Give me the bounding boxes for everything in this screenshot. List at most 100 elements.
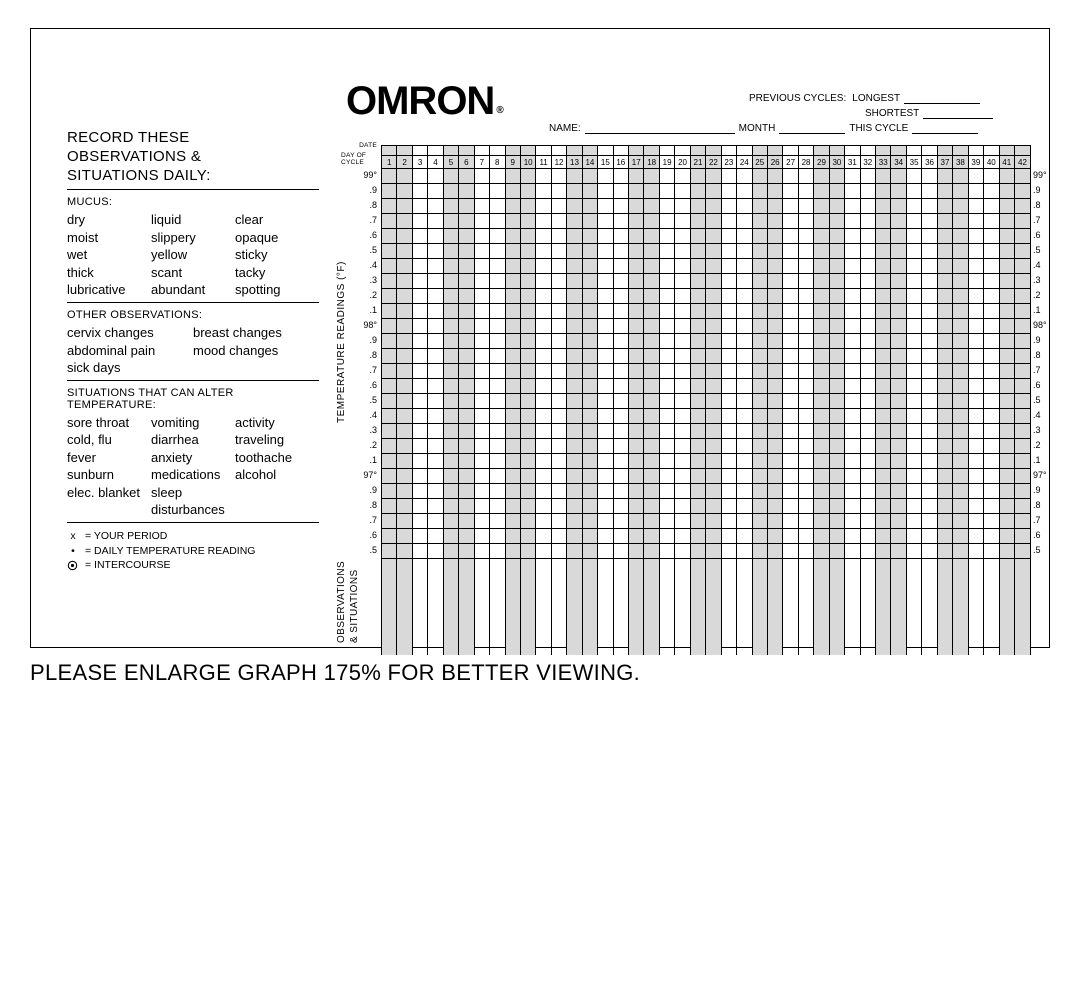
y-tick: .1 bbox=[341, 303, 377, 318]
omron-logo: OMRON® bbox=[346, 79, 501, 124]
y-tick: .7 bbox=[341, 363, 377, 378]
list-item: cold, flu bbox=[67, 431, 151, 449]
sidebar-title-3: SITUATIONS DAILY: bbox=[67, 167, 211, 184]
y-tick: .3 bbox=[341, 423, 377, 438]
list-item: sick days bbox=[67, 359, 193, 377]
y-tick: .9 bbox=[1033, 483, 1063, 498]
y-tick: .9 bbox=[341, 183, 377, 198]
list-item: slippery bbox=[151, 229, 235, 247]
list-item: vomiting bbox=[151, 414, 235, 432]
y-tick: .2 bbox=[1033, 288, 1063, 303]
list-item: abdominal pain bbox=[67, 342, 193, 360]
thiscycle-label: THIS CYCLE bbox=[849, 123, 908, 134]
y-tick: .6 bbox=[1033, 528, 1063, 543]
list-item: sore throat bbox=[67, 414, 151, 432]
list-item: liquid bbox=[151, 211, 235, 229]
sidebar-title-1: RECORD THESE bbox=[67, 129, 190, 146]
y-tick: 99° bbox=[341, 168, 377, 183]
list-item: diarrhea bbox=[151, 431, 235, 449]
y-tick: .1 bbox=[1033, 303, 1063, 318]
name-blank[interactable] bbox=[585, 122, 735, 134]
y-tick: .5 bbox=[1033, 543, 1063, 558]
y-labels-right: 99°.9.8.7.6.5.4.3.2.198°.9.8.7.6.5.4.3.2… bbox=[1033, 145, 1063, 558]
sit-title-2: TEMPERATURE: bbox=[67, 399, 156, 411]
y-tick: .5 bbox=[341, 393, 377, 408]
sit-title-1: SITUATIONS THAT CAN ALTER bbox=[67, 387, 234, 399]
registered-mark: ® bbox=[496, 105, 502, 116]
y-tick: .9 bbox=[1033, 183, 1063, 198]
list-item: breast changes bbox=[193, 324, 319, 342]
month-label: MONTH bbox=[739, 123, 776, 134]
y-tick: .4 bbox=[341, 408, 377, 423]
legend-sym-x: x bbox=[67, 529, 79, 544]
y-tick: .6 bbox=[341, 378, 377, 393]
y-tick: .3 bbox=[1033, 423, 1063, 438]
y-tick: .5 bbox=[1033, 393, 1063, 408]
previous-cycles-label: PREVIOUS CYCLES: bbox=[749, 93, 846, 104]
y-tick: 97° bbox=[341, 468, 377, 483]
list-item: spotting bbox=[235, 281, 319, 299]
y-tick: 98° bbox=[341, 318, 377, 333]
longest-blank[interactable] bbox=[904, 92, 980, 104]
legend-dot-label: = DAILY TEMPERATURE READING bbox=[85, 544, 255, 559]
thiscycle-blank[interactable] bbox=[912, 122, 978, 134]
longest-label: LONGEST bbox=[852, 93, 900, 104]
list-item: sticky bbox=[235, 246, 319, 264]
other-title: OTHER OBSERVATIONS: bbox=[67, 309, 319, 321]
y-tick: .2 bbox=[341, 288, 377, 303]
y-tick: .9 bbox=[1033, 333, 1063, 348]
shortest-blank[interactable] bbox=[923, 107, 993, 119]
shortest-label: SHORTEST bbox=[865, 108, 919, 119]
month-blank[interactable] bbox=[779, 122, 845, 134]
y-tick: 99° bbox=[1033, 168, 1063, 183]
logo-text: OMRON bbox=[346, 79, 494, 123]
list-item: abundant bbox=[151, 281, 235, 299]
y-tick: .7 bbox=[341, 213, 377, 228]
y-tick: .9 bbox=[341, 483, 377, 498]
list-item bbox=[193, 359, 319, 377]
y-tick: .6 bbox=[341, 528, 377, 543]
y-tick: .5 bbox=[341, 543, 377, 558]
list-item: yellow bbox=[151, 246, 235, 264]
sidebar-title-2: OBSERVATIONS & bbox=[67, 148, 201, 165]
list-item: lubricative bbox=[67, 281, 151, 299]
legend-x-label: = YOUR PERIOD bbox=[85, 529, 167, 544]
list-item: alcohol bbox=[235, 466, 319, 484]
header-fields: PREVIOUS CYCLES: LONGEST SHORTEST NAME: … bbox=[549, 89, 1029, 134]
temperature-chart: DATE DAY OF CYCLE TEMPERATURE READINGS (… bbox=[341, 145, 1033, 655]
y-tick: .8 bbox=[341, 198, 377, 213]
chart-grid[interactable]: 1234567891011121314151617181920212223242… bbox=[381, 145, 1031, 655]
list-item: clear bbox=[235, 211, 319, 229]
y-labels-left: 99°.9.8.7.6.5.4.3.2.198°.9.8.7.6.5.4.3.2… bbox=[341, 145, 377, 558]
list-item: toothache bbox=[235, 449, 319, 467]
list-item: fever bbox=[67, 449, 151, 467]
y-tick: .4 bbox=[1033, 258, 1063, 273]
legend-sym-circle bbox=[67, 560, 79, 572]
list-item: sleep disturbances bbox=[151, 484, 235, 519]
y-tick: .8 bbox=[341, 498, 377, 513]
legend-sym-dot bbox=[67, 544, 79, 559]
y-tick: .6 bbox=[1033, 378, 1063, 393]
y-tick: .2 bbox=[1033, 438, 1063, 453]
name-label: NAME: bbox=[549, 123, 581, 134]
y-tick: .4 bbox=[1033, 408, 1063, 423]
y-tick: .5 bbox=[341, 243, 377, 258]
list-item: moist bbox=[67, 229, 151, 247]
list-item: anxiety bbox=[151, 449, 235, 467]
sidebar: RECORD THESE OBSERVATIONS & SITUATIONS D… bbox=[67, 129, 319, 573]
mucus-title: MUCUS: bbox=[67, 196, 319, 208]
list-item: medications bbox=[151, 466, 235, 484]
y-tick: .7 bbox=[1033, 213, 1063, 228]
y-tick: .7 bbox=[341, 513, 377, 528]
list-item: activity bbox=[235, 414, 319, 432]
list-item: dry bbox=[67, 211, 151, 229]
y-tick: .4 bbox=[341, 258, 377, 273]
list-item: cervix changes bbox=[67, 324, 193, 342]
y-tick: .3 bbox=[341, 273, 377, 288]
list-item: opaque bbox=[235, 229, 319, 247]
y-tick: .5 bbox=[1033, 243, 1063, 258]
list-item: mood changes bbox=[193, 342, 319, 360]
list-item: thick bbox=[67, 264, 151, 282]
y-tick: .1 bbox=[1033, 453, 1063, 468]
y-tick: .9 bbox=[341, 333, 377, 348]
